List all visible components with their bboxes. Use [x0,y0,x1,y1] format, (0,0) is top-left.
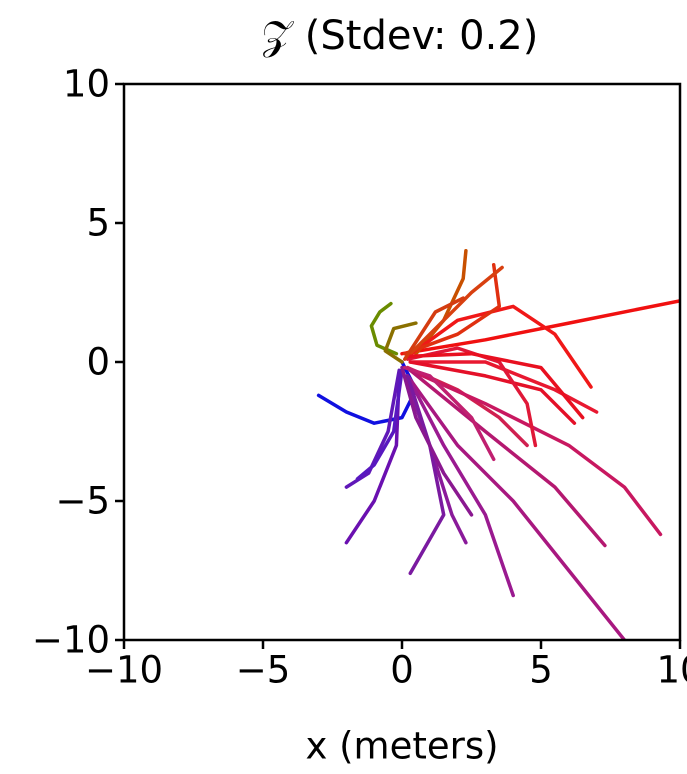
y-tick-label: −10 [32,619,110,662]
trajectory [383,321,418,364]
trajectory [405,304,593,389]
trajectory [408,368,663,537]
x-axis-label: x (meters) [305,725,498,768]
x-tick-label: 0 [390,649,414,692]
chart-title: 𝒵 (Stdev: 0.2) [262,13,539,59]
x-tick-label: −10 [85,649,163,692]
x-tick-label: −5 [236,649,291,692]
trajectory [403,262,502,356]
trajectory [405,374,627,640]
trajectory [400,365,474,517]
trajectory [405,374,446,576]
trajectory [400,299,680,356]
trajectory [414,249,468,356]
trajectory [355,368,404,481]
trajectory [369,301,399,356]
y-tick-label: 0 [86,341,110,384]
trajectory [405,346,538,448]
trajectory [408,360,599,414]
trajectory [408,368,607,548]
plot-lines [316,249,680,640]
trajectory [344,368,401,489]
y-tick-label: 5 [86,202,110,245]
trajectory [403,365,496,462]
x-tick-label: 5 [529,649,553,692]
trajectory [344,374,401,545]
trajectory [403,296,465,361]
trajectory [405,374,515,598]
y-tick-label: 10 [63,63,110,106]
trajectory [405,351,585,420]
y-tick-label: −5 [55,480,110,523]
x-tick-label: 10 [656,649,687,692]
trajectory [405,265,504,359]
